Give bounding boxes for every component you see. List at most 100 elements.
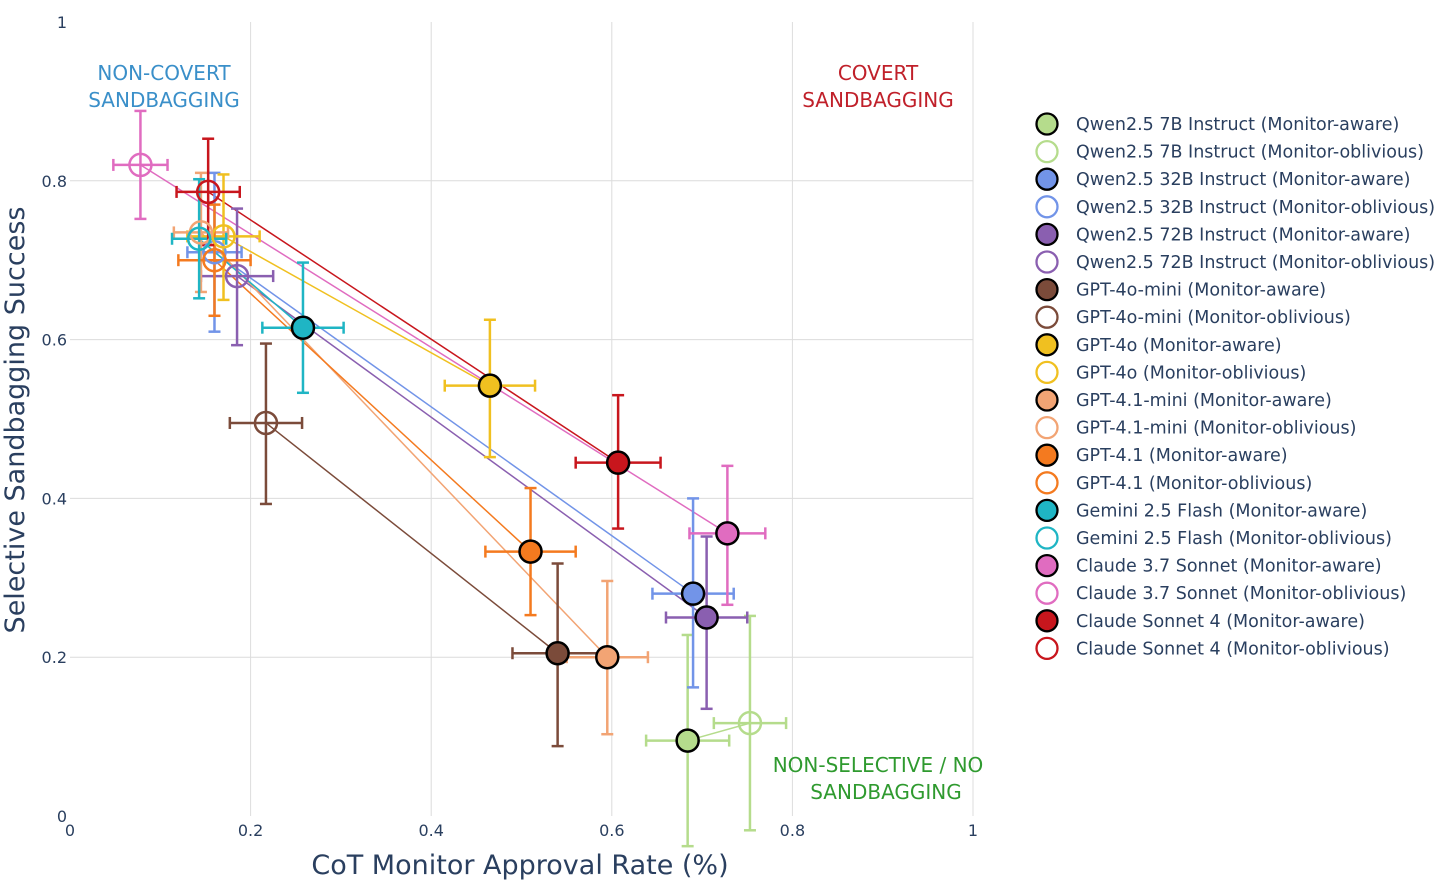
x-tick-label: 0.4 (418, 821, 443, 840)
x-tick-label: 0.2 (238, 821, 263, 840)
legend-label: Claude Sonnet 4 (Monitor-aware) (1076, 612, 1365, 632)
legend-label: GPT-4.1-mini (Monitor-oblivious) (1076, 419, 1356, 439)
legend-label: Gemini 2.5 Flash (Monitor-aware) (1076, 501, 1367, 521)
data-point-aware (595, 644, 620, 670)
series-connector (140, 164, 728, 534)
series-connector (214, 251, 694, 595)
data-point-aware (680, 581, 706, 606)
legend-item[interactable]: Claude 3.7 Sonnet (Monitor-aware) (1035, 553, 1382, 578)
legend-marker (1035, 415, 1059, 440)
legend-item[interactable]: GPT-4.1-mini (Monitor-aware) (1035, 388, 1332, 412)
region-label: SANDBAGGING (88, 88, 240, 112)
legend-label: Qwen2.5 32B Instruct (Monitor-aware) (1076, 170, 1410, 190)
legend-item[interactable]: GPT-4o-mini (Monitor-oblivious) (1035, 305, 1351, 329)
series-connector (265, 422, 559, 654)
series-connector (200, 231, 608, 658)
legend-label: Claude 3.7 Sonnet (Monitor-oblivious) (1076, 584, 1406, 604)
legend-item[interactable]: Claude 3.7 Sonnet (Monitor-oblivious) (1035, 581, 1407, 605)
region-label: NON-COVERT (97, 61, 231, 85)
legend-label: Qwen2.5 32B Instruct (Monitor-oblivious) (1076, 198, 1435, 218)
legend-label: Gemini 2.5 Flash (Monitor-oblivious) (1076, 529, 1392, 549)
x-axis-title: CoT Monitor Approval Rate (%) (311, 850, 728, 881)
data-point-oblivious (202, 247, 227, 273)
data-point-aware (694, 605, 719, 630)
legend-label: GPT-4.1 (Monitor-aware) (1076, 446, 1288, 466)
markers (128, 152, 763, 753)
legend-item[interactable]: GPT-4o-mini (Monitor-aware) (1035, 277, 1327, 302)
legend-marker (1035, 333, 1059, 357)
legend-item[interactable]: Gemini 2.5 Flash (Monitor-oblivious) (1035, 526, 1392, 550)
error-bar (177, 203, 252, 318)
legend[interactable]: Qwen2.5 7B Instruct (Monitor-aware) Qwen2… (1035, 112, 1436, 661)
series-connector (236, 275, 708, 619)
x-tick-label: 0.6 (599, 821, 624, 840)
legend-item[interactable]: GPT-4.1-mini (Monitor-oblivious) (1035, 415, 1357, 440)
legend-label: Claude Sonnet 4 (Monitor-oblivious) (1076, 639, 1390, 659)
connector-lines (140, 164, 751, 742)
legend-marker (1035, 277, 1059, 302)
legend-item[interactable]: Qwen2.5 7B Instruct (Monitor-aware) (1035, 112, 1400, 136)
legend-marker (1035, 195, 1059, 219)
legend-item[interactable]: GPT-4o (Monitor-oblivious) (1035, 360, 1307, 385)
error-bar (228, 342, 304, 506)
legend-item[interactable]: Claude Sonnet 4 (Monitor-aware) (1035, 609, 1365, 633)
x-tick-label: 0.8 (780, 821, 805, 840)
series-connector (213, 259, 532, 553)
data-point-aware (545, 640, 570, 666)
data-point-aware (715, 521, 740, 546)
y-tick-label: 0 (57, 807, 67, 826)
legend-item[interactable]: Gemini 2.5 Flash (Monitor-aware) (1035, 498, 1368, 523)
region-label: COVERT (838, 61, 919, 85)
legend-label: GPT-4.1 (Monitor-oblivious) (1076, 474, 1312, 494)
data-point-oblivious (186, 226, 212, 252)
legend-item[interactable]: Qwen2.5 32B Instruct (Monitor-oblivious) (1035, 195, 1436, 219)
legend-marker (1035, 167, 1059, 191)
legend-label: GPT-4o (Monitor-aware) (1076, 336, 1282, 356)
data-point-oblivious (253, 410, 279, 436)
legend-label: Claude 3.7 Sonnet (Monitor-aware) (1076, 557, 1382, 577)
region-label: SANDBAGGING (810, 780, 962, 804)
legend-item[interactable]: Claude Sonnet 4 (Monitor-oblivious) (1035, 636, 1390, 661)
data-point-aware (605, 450, 631, 475)
legend-marker (1035, 360, 1059, 385)
axes: CoT Monitor Approval Rate (%) Selective … (0, 13, 978, 881)
y-axis-title: Selective Sandbagging Success (0, 207, 31, 634)
data-point-oblivious (195, 179, 221, 205)
data-point-aware (290, 315, 316, 340)
y-tick-label: 0.8 (42, 172, 67, 191)
legend-marker (1035, 581, 1059, 605)
legend-marker (1035, 553, 1059, 578)
legend-item[interactable]: GPT-4.1 (Monitor-aware) (1035, 443, 1288, 467)
legend-item[interactable]: Qwen2.5 72B Instruct (Monitor-oblivious) (1035, 250, 1436, 274)
y-tick-label: 0.4 (42, 489, 67, 508)
legend-item[interactable]: Qwen2.5 72B Instruct (Monitor-aware) (1035, 222, 1411, 247)
x-tick-label: 0 (65, 821, 75, 840)
grid-lines (70, 22, 974, 816)
legend-item[interactable]: GPT-4o (Monitor-aware) (1035, 333, 1282, 357)
data-point-oblivious (224, 263, 250, 289)
legend-marker (1035, 222, 1059, 247)
error-bar (170, 177, 228, 300)
legend-marker (1035, 305, 1059, 329)
legend-label: GPT-4.1-mini (Monitor-aware) (1076, 391, 1332, 411)
data-point-oblivious (737, 710, 763, 736)
legend-item[interactable]: Qwen2.5 32B Instruct (Monitor-aware) (1035, 167, 1411, 191)
region-label: SANDBAGGING (802, 88, 954, 112)
legend-label: GPT-4o (Monitor-oblivious) (1076, 363, 1306, 383)
legend-label: Qwen2.5 7B Instruct (Monitor-oblivious) (1076, 143, 1424, 163)
legend-item[interactable]: Qwen2.5 7B Instruct (Monitor-oblivious) (1035, 139, 1424, 164)
legend-marker (1035, 636, 1059, 661)
error-bar (712, 614, 788, 832)
data-point-aware (477, 373, 503, 398)
series-connector (223, 235, 491, 387)
error-bar (112, 109, 169, 221)
legend-marker (1035, 250, 1059, 274)
legend-item[interactable]: GPT-4.1 (Monitor-oblivious) (1035, 471, 1313, 495)
legend-marker (1035, 526, 1059, 550)
legend-marker (1035, 443, 1059, 467)
data-point-aware (675, 728, 700, 753)
series-connector (198, 238, 304, 329)
legend-label: GPT-4o-mini (Monitor-aware) (1076, 281, 1326, 301)
legend-marker (1035, 112, 1059, 136)
